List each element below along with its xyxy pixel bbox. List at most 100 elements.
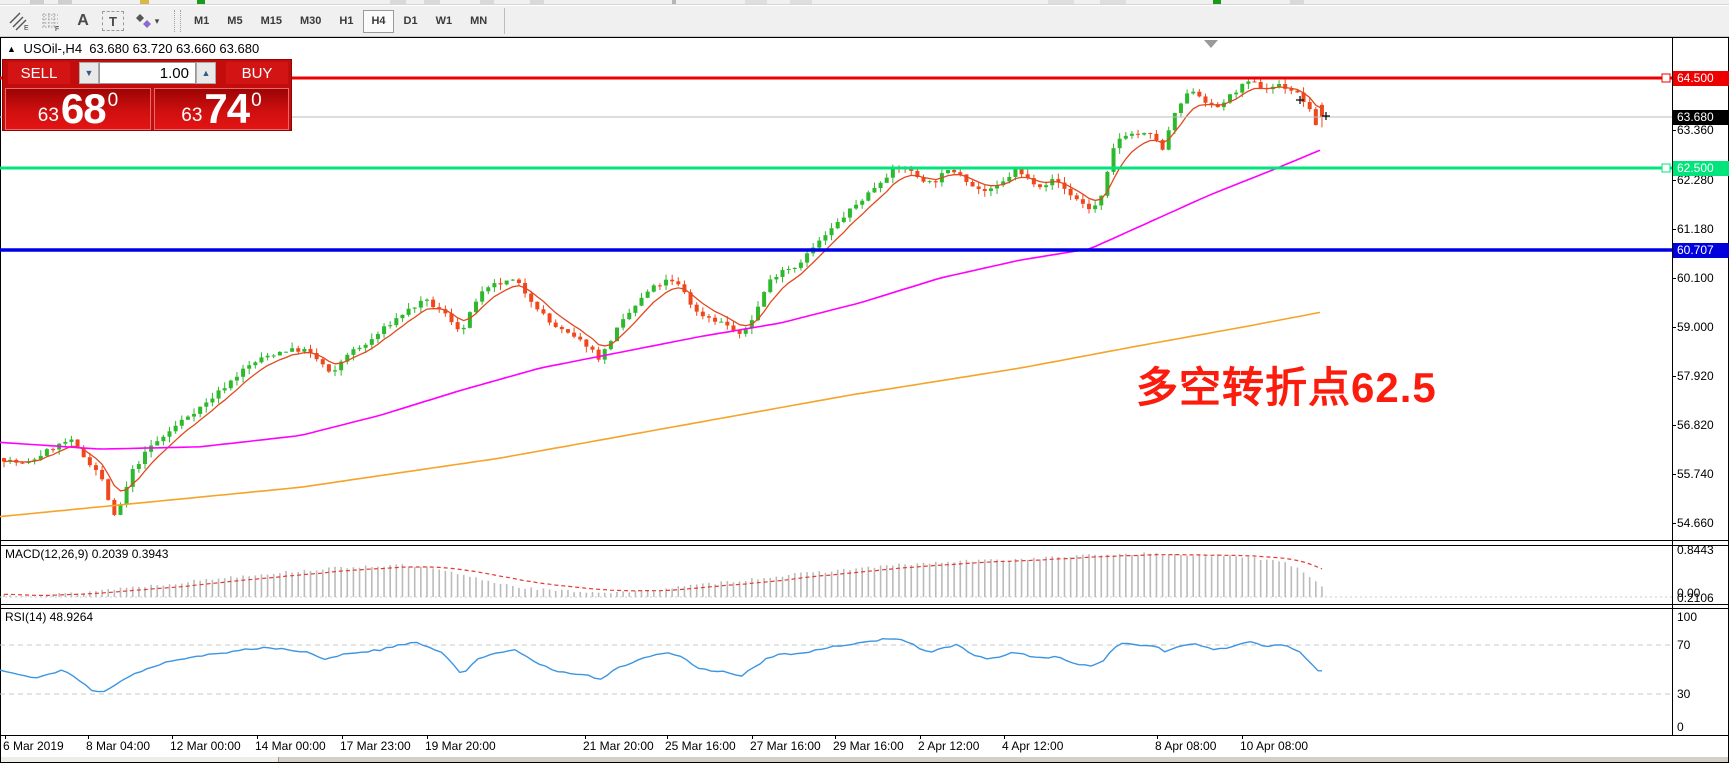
fast-ma-line [3,86,1323,492]
text-box-icon[interactable]: T [102,11,124,31]
dropdown-caret-icon: ▾ [154,15,160,26]
timeframe-button-m1[interactable]: M1 [194,15,210,27]
moving-averages-layer [0,86,1323,518]
time-label: 8 Apr 08:00 [1155,739,1217,753]
toolbar: E F A T ▾ M1 M5 M15 M30 H1 H4 D1 W1 MN [0,6,1729,37]
toolbar-end-separator [504,8,506,34]
svg-text:F: F [55,26,59,31]
main-macd-splitter-bottom[interactable] [0,545,1729,546]
timeframe-button-h1[interactable]: H1 [339,15,354,27]
toolbar-icon-fragment [790,0,812,4]
svg-text:E: E [24,25,29,31]
horizontal-scrollbar[interactable] [1,757,1728,762]
toolbar-icon-fragment [424,0,440,4]
price-tick-label: 62.280 [1677,173,1714,187]
rsi-axis-label: 30 [1677,687,1691,701]
mid-ma-line [0,149,1321,450]
trade-panel-top-row: SELL ▼ ▲ BUY [2,59,292,87]
timeframe-button-d1[interactable]: D1 [403,15,418,27]
time-label: 4 Apr 12:00 [1002,739,1064,753]
toolbar-icon-fragment [745,0,767,4]
time-tick [752,735,753,739]
candlesticks-layer [2,77,1324,517]
timeframe-button-m30[interactable]: M30 [299,15,322,27]
buy-price-big: 74 [204,85,250,133]
toolbar-icon-fragment [140,0,149,4]
volume-increase-button[interactable]: ▲ [196,62,216,84]
collapse-triangle-icon[interactable]: ▲ [7,44,16,54]
shapes-dropdown-icon[interactable]: ▾ [130,9,164,33]
price-tick-label: 59.000 [1677,320,1714,334]
macd-label: MACD(12,26,9) 0.2039 0.3943 [5,547,169,561]
sell-price-tile[interactable]: 63 68 0 [5,88,151,130]
slow-ma-line [0,311,1321,518]
buy-price-small: 63 [181,105,203,126]
rsi-axis-label: 70 [1677,638,1691,652]
ohlc-values: 63.680 63.720 63.660 63.680 [89,41,260,56]
buy-price-tile[interactable]: 63 74 0 [154,88,289,130]
timeframe-button-group: M1 M5 M15 M30 H1 H4 D1 W1 MN [185,9,496,33]
time-tick [1004,735,1005,739]
time-tick [342,735,343,739]
sell-price-big: 68 [60,85,107,133]
toolbar-icon-fragment [30,0,44,4]
rsi-layer [0,637,1672,695]
volume-input[interactable] [99,62,196,84]
price-tick-dash [1672,278,1676,279]
sell-price-sup: 0 [107,90,119,111]
toolbar-icon-fragment [197,0,205,4]
price-tick-label: 55.740 [1677,467,1714,481]
price-badge-60_707: 60.707 [1673,242,1729,258]
toolbar-icon-fragment [390,0,406,4]
rsi-line [0,637,1323,693]
fibonacci-grid-icon[interactable]: F [38,9,64,33]
time-label: 6 Mar 2019 [3,739,64,753]
toolbar-icon-fragment [530,0,544,4]
toolbar-icon-fragment [1213,0,1221,4]
time-label: 21 Mar 20:00 [583,739,654,753]
time-label: 27 Mar 16:00 [750,739,821,753]
channel-lines-icon[interactable]: E [6,9,32,33]
text-label-icon[interactable]: A [77,12,89,29]
time-label: 29 Mar 16:00 [833,739,904,753]
chart-shift-marker[interactable] [1204,40,1218,48]
time-label: 19 Mar 20:00 [425,739,496,753]
price-tick-dash [1672,229,1676,230]
price-tick-label: 57.920 [1677,369,1714,383]
price-tick-label: 56.820 [1677,418,1714,432]
rsi-axis-label: 0 [1677,720,1684,734]
time-tick [5,735,6,739]
toolbar-icon-fragment [480,0,494,4]
time-tick [172,735,173,739]
price-badge-62_500: 62.500 [1673,160,1729,176]
time-tick [835,735,836,739]
rsi-label: RSI(14) 48.9264 [5,610,94,624]
macd-rsi-splitter-bottom[interactable] [0,608,1729,609]
timeframe-button-m15[interactable]: M15 [260,15,282,27]
time-tick [585,735,586,739]
timeframe-button-m5[interactable]: M5 [227,15,243,27]
volume-decrease-button[interactable]: ▼ [79,62,99,84]
macd-axis-label: 0.00 [1677,586,1701,600]
macd-rsi-splitter-top[interactable] [0,604,1729,605]
time-tick [427,735,428,739]
symbol-label: USOil-,H4 [23,41,83,56]
time-label: 17 Mar 23:00 [340,739,411,753]
chart-annotation-text: 多空转折点62.5 [1136,364,1437,411]
buy-price-sup: 0 [251,90,262,111]
timeframe-button-h4[interactable]: H4 [363,9,394,33]
toolbar-separator[interactable] [174,10,181,32]
chart-title: ▲ USOil-,H4 63.680 63.720 63.660 63.680 [7,41,259,56]
timeframe-button-w1[interactable]: W1 [435,15,453,27]
time-tick [667,735,668,739]
sell-button[interactable]: SELL [8,62,70,84]
buy-button[interactable]: BUY [226,62,288,84]
macd-signal-line [3,553,1323,597]
scrollbar-thumb[interactable] [1,757,279,762]
time-tick [920,735,921,739]
timeframe-button-mn[interactable]: MN [470,15,488,27]
price-tick-label: 54.660 [1677,516,1714,530]
main-macd-splitter-top[interactable] [0,540,1729,541]
